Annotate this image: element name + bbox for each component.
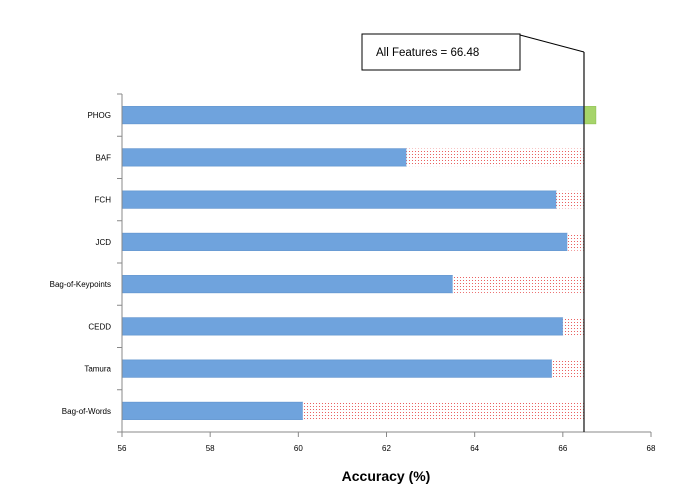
x-tick-label: 58 (206, 444, 215, 453)
above-reference-phog (583, 106, 597, 125)
bar-baf (121, 148, 407, 167)
category-label: CEDD (88, 322, 111, 331)
category-label: JCD (95, 238, 111, 247)
category-label: PHOG (87, 111, 111, 120)
x-axis-title: Accuracy (%) (342, 468, 431, 484)
x-tick-label: 66 (558, 444, 567, 453)
annotation-text: All Features = 66.48 (376, 47, 479, 59)
labels-layer: PHOG BAF FCH JCD Bag-of-Keypoints CEDD Tamura B… (50, 111, 656, 453)
gap-to-reference-bag-of-words (302, 402, 584, 420)
gap-to-reference-tamura (551, 359, 584, 378)
annotation-box (361, 33, 521, 71)
bar-fch (121, 190, 557, 209)
bar-bag-of-keypoints (121, 275, 453, 294)
bar-tamura (121, 359, 553, 378)
annotation-leader-line (519, 34, 585, 53)
x-tick-label: 68 (647, 444, 656, 453)
bar-phog (121, 106, 585, 125)
reference-layer: All Features = 66.48 (361, 33, 585, 432)
axes-layer (121, 94, 651, 433)
category-label: BAF (95, 153, 111, 162)
gap-to-reference-jcd (567, 233, 584, 251)
category-label: FCH (95, 196, 112, 205)
bar-bag-of-words (121, 401, 304, 420)
category-label: Bag-of-Words (62, 407, 111, 416)
bars-layer (121, 106, 597, 420)
ticks-layer (117, 93, 652, 437)
x-tick-label: 64 (470, 444, 479, 453)
bar-jcd (121, 232, 568, 251)
category-label: Bag-of-Keypoints (50, 280, 111, 289)
gap-to-reference-baf (406, 148, 584, 167)
category-label: Tamura (84, 365, 111, 374)
x-tick-label: 56 (118, 444, 127, 453)
gap-to-reference-cedd (562, 317, 584, 336)
gap-to-reference-fch (556, 190, 584, 209)
x-tick-label: 60 (294, 444, 303, 453)
x-tick-label: 62 (382, 444, 391, 453)
bar-cedd (121, 317, 564, 336)
gap-to-reference-bag-of-keypoints (452, 275, 584, 293)
